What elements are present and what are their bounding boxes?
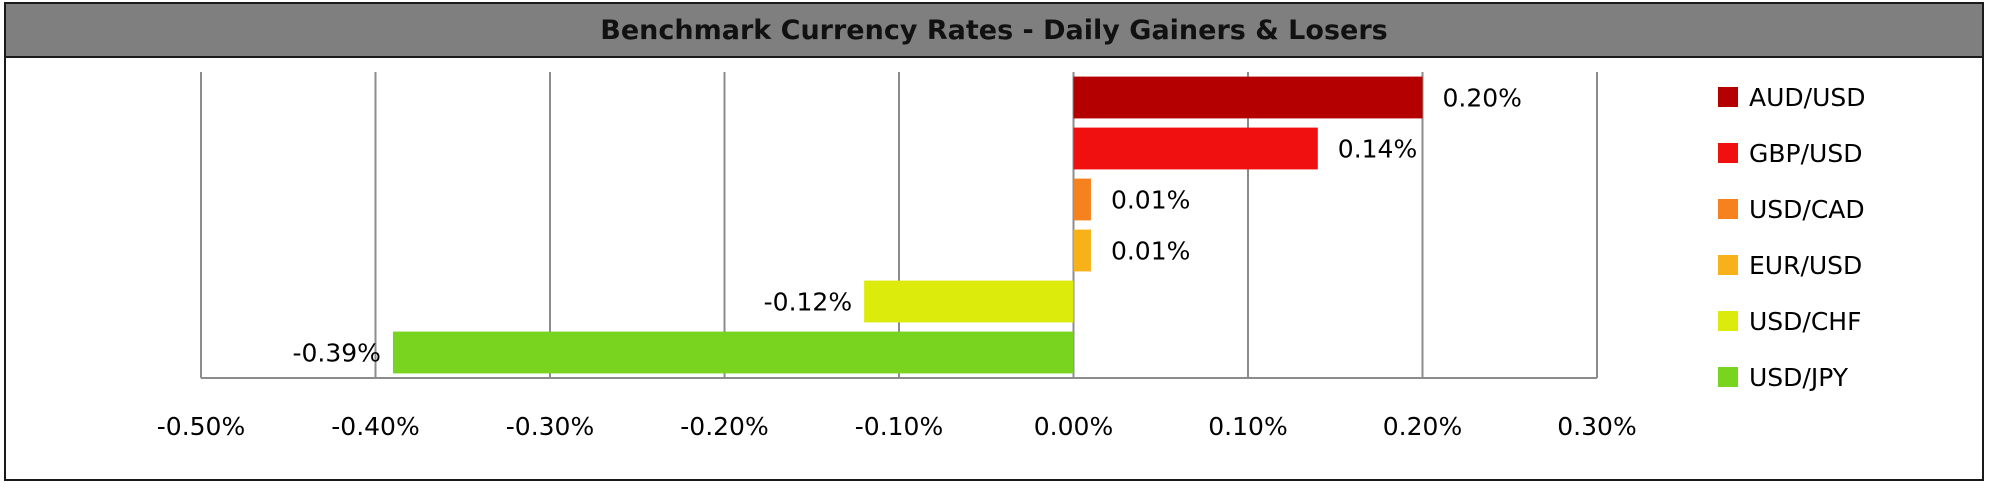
legend-swatch xyxy=(1718,311,1738,331)
data-label: 0.01% xyxy=(1111,237,1190,266)
gridlines xyxy=(200,72,1598,379)
chart-title-bar: Benchmark Currency Rates - Daily Gainers… xyxy=(6,4,1982,58)
x-tick-label: 0.10% xyxy=(1208,412,1287,441)
bar-usd-cad xyxy=(1073,178,1091,221)
data-label: 0.20% xyxy=(1443,84,1522,113)
x-tick-label: -0.50% xyxy=(157,412,245,441)
x-tick-label: -0.20% xyxy=(680,412,768,441)
x-tick-label: -0.40% xyxy=(331,412,419,441)
x-tick-label: 0.20% xyxy=(1383,412,1462,441)
legend-label: AUD/USD xyxy=(1749,83,1866,112)
bar-eur-usd xyxy=(1073,229,1091,272)
chart-frame: Benchmark Currency Rates - Daily Gainers… xyxy=(4,2,1984,481)
legend: AUD/USD GBP/USD USD/CAD EUR/USD USD/CHF USD/J… xyxy=(1718,83,1866,392)
legend-label: GBP/USD xyxy=(1749,139,1862,168)
data-label: -0.12% xyxy=(764,288,852,317)
legend-swatch xyxy=(1718,143,1738,163)
x-axis-tick-labels: -0.50% -0.40% -0.30% -0.20% -0.10% 0.00% 0.10%… xyxy=(157,412,1637,441)
chart-title: Benchmark Currency Rates - Daily Gainers… xyxy=(600,14,1388,46)
legend-label: USD/CAD xyxy=(1749,195,1865,224)
legend-swatch xyxy=(1718,367,1738,387)
bar-usd-jpy xyxy=(392,331,1074,374)
data-labels: 0.20% 0.14% 0.01% 0.01% -0.12% -0.39% xyxy=(292,84,1521,368)
x-tick-label: 0.30% xyxy=(1557,412,1636,441)
bar-aud-usd xyxy=(1073,76,1423,119)
bar-usd-chf xyxy=(864,280,1074,323)
bar-gbp-usd xyxy=(1073,127,1318,170)
legend-label: EUR/USD xyxy=(1749,251,1862,280)
data-label: 0.01% xyxy=(1111,186,1190,215)
data-label: 0.14% xyxy=(1338,135,1417,164)
data-label: -0.39% xyxy=(292,339,380,368)
legend-swatch xyxy=(1718,87,1738,107)
legend-swatch xyxy=(1718,199,1738,219)
x-tick-label: 0.00% xyxy=(1034,412,1113,441)
legend-swatch xyxy=(1718,255,1738,275)
legend-label: USD/JPY xyxy=(1749,363,1849,392)
legend-label: USD/CHF xyxy=(1749,307,1861,336)
x-tick-label: -0.10% xyxy=(855,412,943,441)
x-tick-label: -0.30% xyxy=(506,412,594,441)
bars xyxy=(392,76,1423,374)
